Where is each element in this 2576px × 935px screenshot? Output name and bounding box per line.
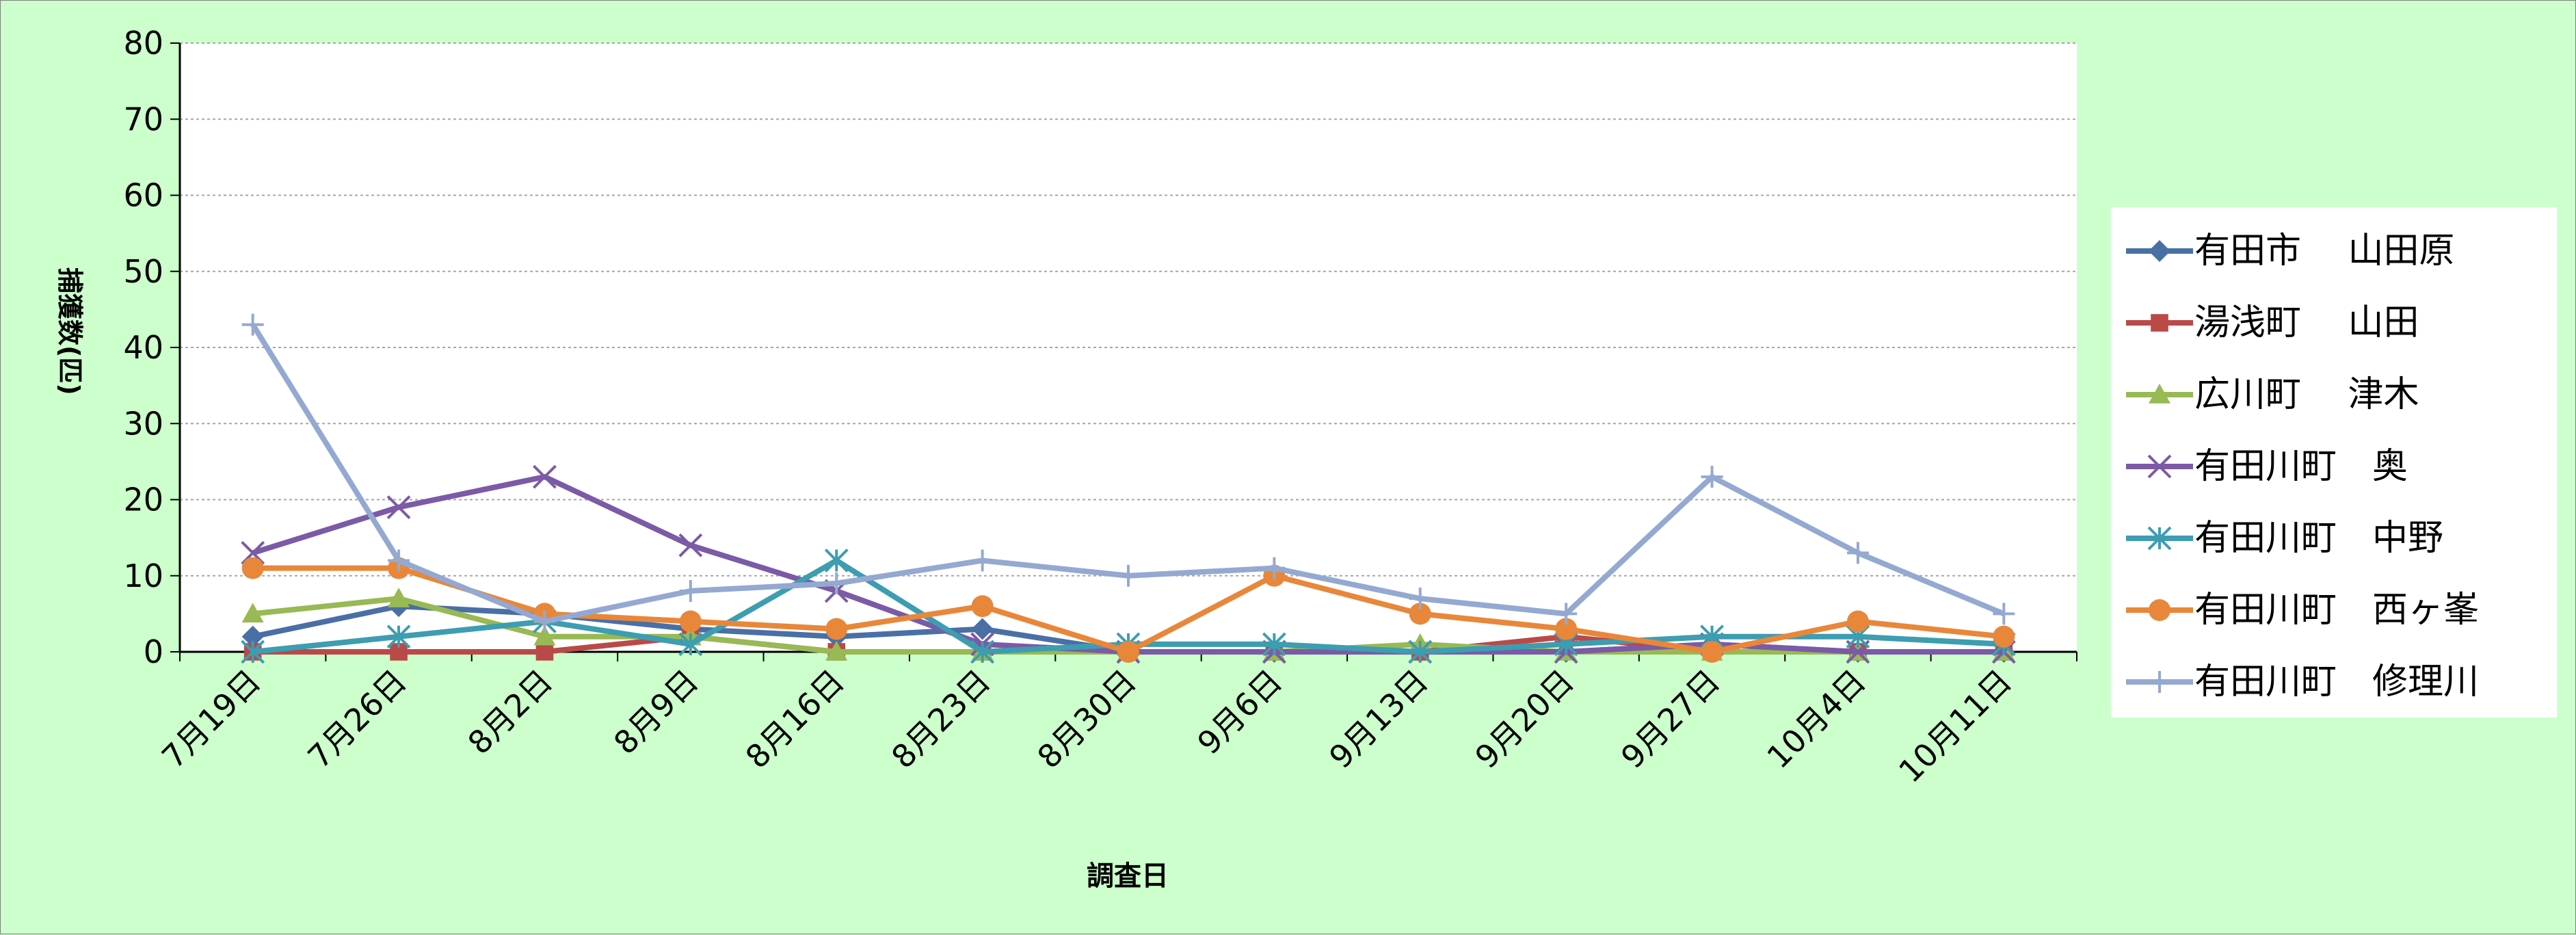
data-point [1408, 640, 1433, 664]
x-tick-label: 7月26日 [301, 663, 414, 776]
data-point [825, 572, 848, 594]
y-tick-label: 70 [123, 101, 163, 137]
data-point [1409, 588, 1431, 610]
data-point [241, 557, 264, 579]
data-point [1263, 557, 1286, 579]
data-point [386, 624, 411, 649]
x-tick-label: 8月16日 [739, 663, 851, 776]
data-point [679, 580, 702, 602]
data-point [1555, 603, 1578, 625]
data-point [2149, 240, 2170, 262]
legend-item: 有田川町 西ヶ峯 [2126, 590, 2479, 631]
data-point [2147, 526, 2172, 551]
data-point [1262, 632, 1286, 657]
legend-item: 有田川町 修理川 [2126, 661, 2479, 702]
legend-box [2111, 207, 2557, 717]
data-point [533, 610, 556, 633]
x-tick-label: 10月11日 [1891, 663, 2019, 790]
x-tick-label: 8月9日 [607, 663, 706, 762]
y-tick-label: 0 [144, 633, 163, 670]
data-point [825, 618, 848, 640]
data-point [971, 595, 994, 618]
legend-label: 有田川町 西ヶ峯 [2194, 590, 2479, 631]
legend-label: 有田市 山田原 [2194, 231, 2455, 272]
x-tick-label: 8月2日 [461, 663, 560, 762]
legend-item: 有田川町 奥 [2126, 446, 2408, 487]
data-point [679, 610, 702, 633]
legend-label: 湯浅町 山田 [2194, 302, 2419, 343]
data-point [678, 632, 703, 657]
y-axis-title: 捕獲数(匹) [55, 267, 85, 395]
x-tick-label: 9月6日 [1191, 663, 1290, 762]
data-point [2149, 671, 2170, 693]
data-point [533, 625, 556, 646]
data-point [1117, 564, 1139, 587]
y-tick-label: 40 [123, 329, 163, 366]
data-point [1701, 466, 1723, 488]
data-point [1409, 603, 1431, 625]
data-point [2149, 384, 2170, 404]
data-point [533, 464, 557, 489]
y-tick-label: 80 [123, 25, 163, 62]
legend-label: 広川町 津木 [2194, 374, 2419, 415]
x-tick-label: 8月23日 [884, 663, 997, 776]
series-group [241, 313, 2016, 664]
data-point [971, 618, 994, 640]
y-tick-label: 10 [123, 557, 163, 594]
legend-item: 広川町 津木 [2126, 374, 2419, 415]
legend-item: 有田市 山田原 [2126, 231, 2455, 272]
data-point [1701, 641, 1723, 663]
x-tick-label: 9月13日 [1322, 663, 1435, 776]
data-point [970, 640, 995, 664]
y-tick-label: 20 [123, 482, 163, 518]
x-tick-label: 7月19日 [155, 663, 267, 776]
data-point [241, 313, 264, 336]
data-point [241, 640, 265, 664]
data-point [2147, 454, 2172, 479]
legend-item: 湯浅町 山田 [2126, 302, 2419, 343]
x-tick-label: 8月30日 [1030, 663, 1143, 776]
data-point [1846, 542, 1869, 564]
x-axis-title: 調査日 [1087, 860, 1169, 892]
data-point [1846, 610, 1869, 633]
data-point [388, 588, 410, 607]
x-tick-label: 9月27日 [1614, 663, 1727, 776]
data-point [388, 549, 410, 572]
x-tick-label: 10月4日 [1760, 663, 1872, 776]
y-tick-label: 50 [123, 253, 163, 290]
data-point [678, 533, 703, 557]
data-point [1117, 641, 1139, 663]
legend-item: 有田川町 中野 [2126, 518, 2443, 559]
legend-label: 有田川町 修理川 [2194, 661, 2479, 702]
data-point [2151, 314, 2168, 332]
data-point [241, 625, 264, 648]
data-point [971, 549, 994, 572]
legend-label: 有田川町 中野 [2194, 518, 2443, 559]
data-point [1555, 618, 1578, 640]
data-point [825, 641, 848, 661]
data-point [824, 549, 849, 572]
data-point [241, 603, 264, 623]
data-point [386, 495, 411, 520]
legend-label: 有田川町 奥 [2194, 446, 2408, 487]
data-point [2149, 599, 2170, 621]
data-point [535, 643, 554, 661]
x-tick-label: 9月20日 [1468, 663, 1581, 776]
data-point [1993, 625, 2015, 648]
y-tick-label: 60 [123, 177, 163, 214]
data-point [1993, 603, 2015, 625]
y-tick-label: 30 [123, 405, 163, 442]
series-7 [241, 313, 2015, 633]
